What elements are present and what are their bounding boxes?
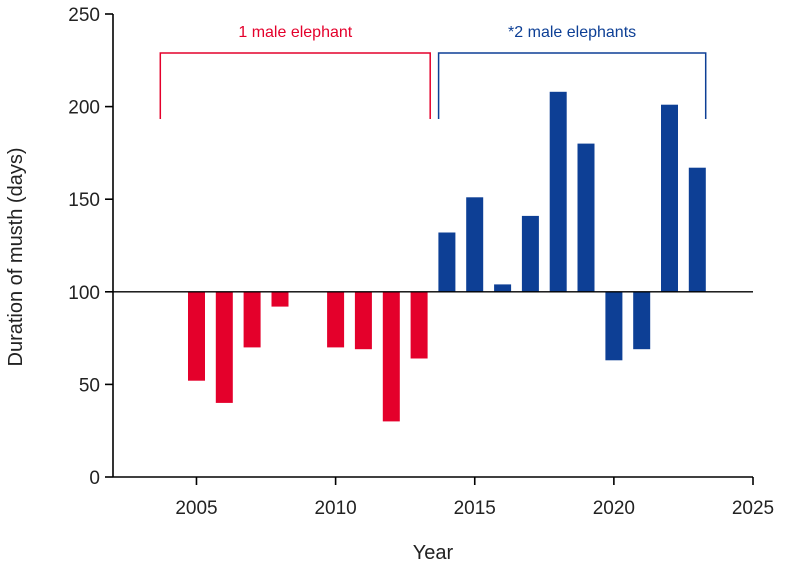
bar-one-male-2005 xyxy=(188,291,205,381)
bar-one-male-2011 xyxy=(354,291,372,350)
y-tick-label-50: 50 xyxy=(79,375,100,396)
bars-layer xyxy=(188,91,706,422)
x-tick-label-2025: 2025 xyxy=(732,498,774,519)
x-tick-label-2005: 2005 xyxy=(175,498,217,519)
bar-two-males-2015 xyxy=(466,197,484,292)
y-tick-label-200: 200 xyxy=(68,98,100,119)
bracket-label-one-male: 1 male elephant xyxy=(238,24,352,41)
y-tick-label-150: 150 xyxy=(68,190,100,211)
y-tick-label-100: 100 xyxy=(68,283,100,304)
bar-one-male-2013 xyxy=(410,291,428,359)
bar-one-male-2008 xyxy=(271,291,289,307)
bracket-two-males xyxy=(437,52,707,119)
y-tick-label-250: 250 xyxy=(68,5,100,26)
brackets-layer: 1 male elephant *2 male elephants xyxy=(159,24,707,119)
x-tick-label-2010: 2010 xyxy=(314,498,356,519)
bar-two-males-2019 xyxy=(577,143,595,292)
axes-layer: 0 50 100 150 200 250 2005 2010 2015 2020 2025 xyxy=(68,5,774,519)
bracket-label-two-males: *2 male elephants xyxy=(508,24,636,41)
bar-two-males-2022 xyxy=(661,104,678,292)
bar-one-male-2010 xyxy=(327,291,345,348)
bar-one-male-2007 xyxy=(243,291,261,348)
y-tick-label-0: 0 xyxy=(89,468,100,489)
x-axis-title: Year xyxy=(413,542,454,564)
bar-two-males-2021 xyxy=(633,291,651,350)
x-tick-label-2015: 2015 xyxy=(454,498,496,519)
bar-two-males-2014 xyxy=(438,232,456,292)
bar-two-males-2020 xyxy=(605,291,623,361)
bracket-one-male xyxy=(159,52,431,119)
bar-one-male-2006 xyxy=(215,291,233,403)
y-axis-title: Duration of musth (days) xyxy=(5,148,27,367)
bar-two-males-2023 xyxy=(688,167,706,292)
bar-one-male-2012 xyxy=(382,291,400,422)
bar-two-males-2016 xyxy=(494,284,512,292)
bar-two-males-2018 xyxy=(549,91,567,292)
bar-two-males-2017 xyxy=(521,215,539,292)
x-tick-label-2020: 2020 xyxy=(593,498,635,519)
